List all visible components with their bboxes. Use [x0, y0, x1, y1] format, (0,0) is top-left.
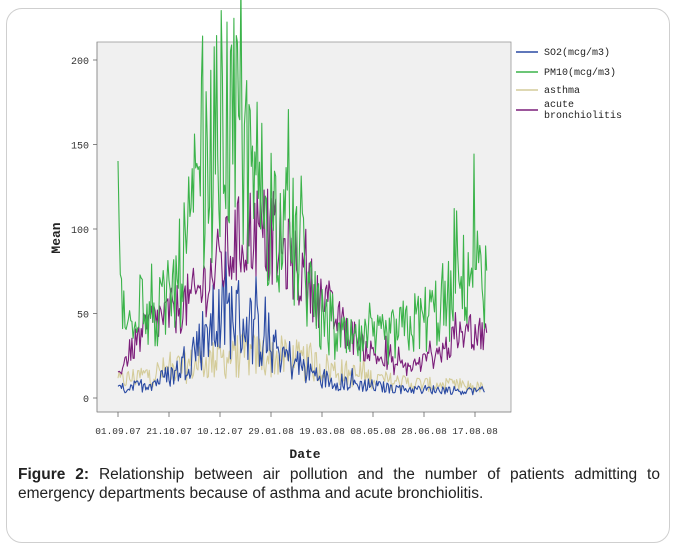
x-axis: 01.09.07 21.10.07 10.12.07 29.01.08 19.03.08… — [95, 411, 511, 437]
series-line-3 — [117, 188, 488, 377]
x-tick-label: 21.10.07 — [146, 426, 192, 437]
x-tick-label: 19.03.08 — [299, 426, 345, 437]
figure-frame — [6, 8, 670, 543]
caption-text: Relationship between air pollution and t… — [18, 466, 660, 502]
legend-label: SO2(mcg/m3) — [544, 47, 610, 59]
legend-label: PM10(mcg/m3) — [544, 67, 616, 79]
series-line-1 — [117, 0, 488, 365]
series-line-0 — [117, 251, 485, 396]
legend: SO2(mcg/m3) PM10(mcg/m3) asthma acute bronch… — [516, 47, 622, 122]
series-group — [117, 0, 488, 396]
y-axis: 0 50 100 150 200 — [71, 42, 98, 412]
x-tick-label: 08.05.08 — [350, 426, 396, 437]
legend-label: asthma — [544, 85, 580, 97]
series-line-2 — [117, 332, 485, 393]
figure-caption: Figure 2: Relationship between air pollu… — [18, 465, 660, 503]
y-tick-label: 50 — [77, 311, 89, 322]
x-tick-label: 29.01.08 — [248, 426, 294, 437]
y-tick-label: 150 — [71, 142, 89, 153]
y-tick-label: 0 — [83, 395, 89, 406]
caption-label: Figure 2: — [18, 466, 90, 483]
y-tick-label: 100 — [71, 226, 89, 237]
y-tick-label: 200 — [71, 57, 89, 68]
x-tick-label: 01.09.07 — [95, 426, 141, 437]
x-tick-label: 17.08.08 — [452, 426, 498, 437]
x-tick-label: 10.12.07 — [197, 426, 243, 437]
line-chart: 0 50 100 150 200 01.09.07 21.10.07 10.12.07 29.… — [49, 0, 622, 460]
y-axis-label: Mean — [49, 222, 64, 253]
x-axis-label: Date — [289, 447, 320, 460]
x-tick-label: 28.06.08 — [401, 426, 447, 437]
legend-label: acute bronchiolitis — [544, 100, 622, 122]
